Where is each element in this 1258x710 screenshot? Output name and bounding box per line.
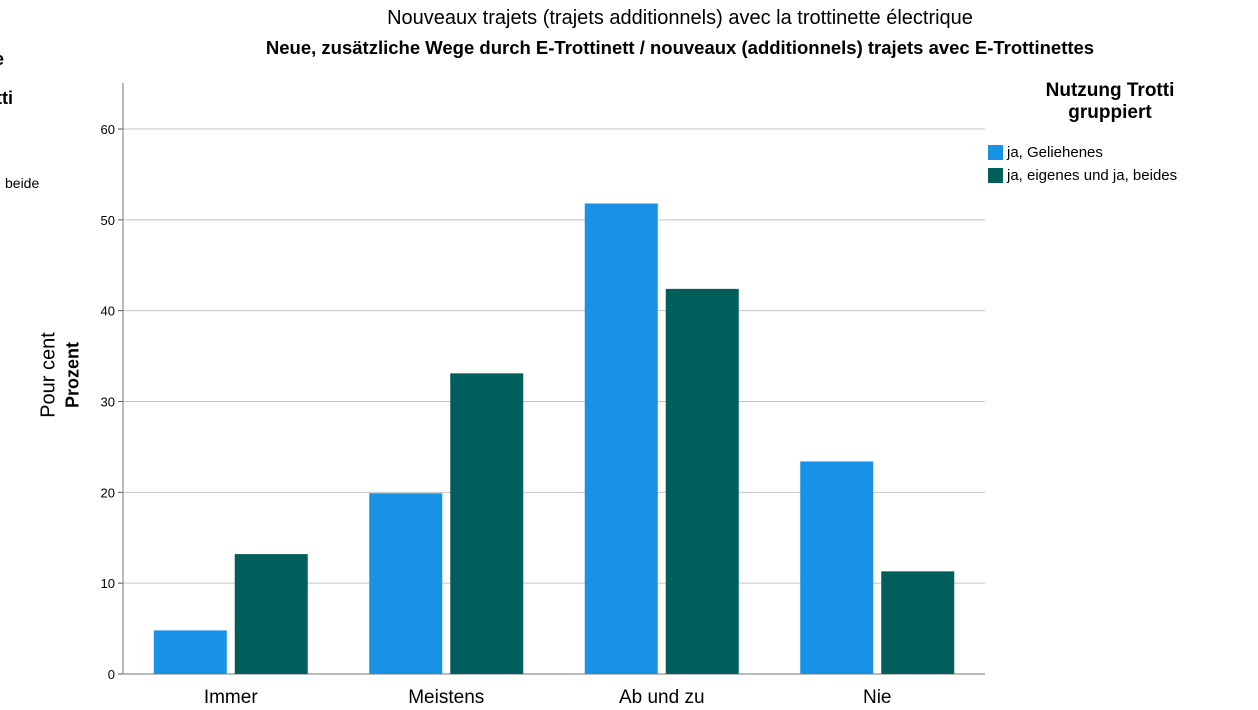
x-tick-label: Immer xyxy=(204,687,259,708)
chart-title: Neue, zusätzliche Wege durch E-Trottinet… xyxy=(265,37,1095,58)
y-tick-label: 20 xyxy=(101,485,115,500)
legend-label-eigenes: ja, eigenes und ja, beides xyxy=(1007,166,1178,184)
bar-eigenes-1 xyxy=(234,554,308,674)
chart-subtitle: Nouveaux trajets (trajets additionnels) … xyxy=(387,7,973,29)
legend-item-geliehenes: ja, Geliehenes xyxy=(988,143,1103,161)
clipped-text-3: beide xyxy=(5,175,40,191)
bar-eigenes-4 xyxy=(881,571,955,674)
y-tick-label: 60 xyxy=(101,122,115,137)
bar-geliehenes-2 xyxy=(369,493,443,674)
y-tick-label: 30 xyxy=(101,395,115,410)
x-tick-label: Ab und zu xyxy=(619,687,705,708)
legend-item-eigenes: ja, eigenes und ja, beides xyxy=(988,166,1177,184)
bar-eigenes-3 xyxy=(665,288,739,674)
x-tick-label: Nie xyxy=(863,687,892,708)
legend-label-geliehenes: ja, Geliehenes xyxy=(1007,143,1103,161)
y-tick-label: 0 xyxy=(108,667,115,682)
y-tick-label: 10 xyxy=(101,576,115,591)
bar-geliehenes-3 xyxy=(584,203,658,674)
bar-geliehenes-4 xyxy=(800,461,874,674)
legend-title: Nutzung Trotti gruppiert xyxy=(1045,80,1175,123)
y-tick-label: 50 xyxy=(101,213,115,228)
x-tick-label: Meistens xyxy=(408,687,484,708)
clipped-text-2: tti xyxy=(0,88,13,108)
legend-swatch-geliehenes xyxy=(988,144,1003,160)
y-tick-label: 40 xyxy=(101,304,115,319)
clipped-left-text: e tti beide xyxy=(0,0,70,220)
bar-eigenes-2 xyxy=(450,373,524,674)
bar-geliehenes-1 xyxy=(153,630,227,674)
legend-swatch-eigenes xyxy=(988,167,1003,183)
clipped-text-1: e xyxy=(0,49,4,70)
